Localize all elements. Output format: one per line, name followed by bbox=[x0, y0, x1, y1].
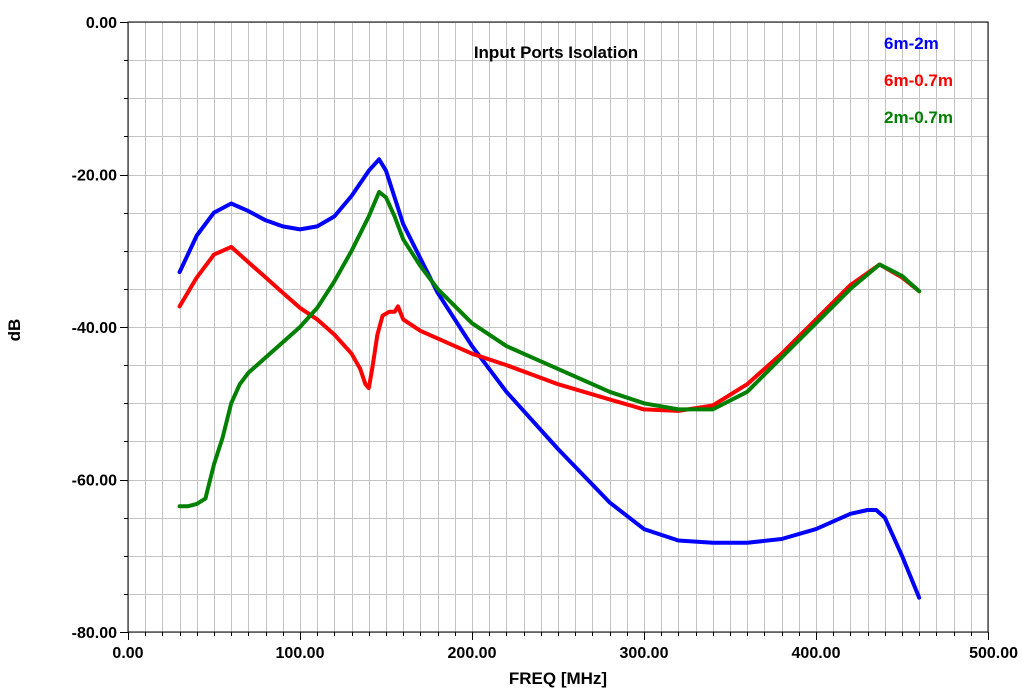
y-tick-label: -20.00 bbox=[72, 168, 117, 185]
x-tick-labels: 0.00 100.00 200.00 300.00 400.00 500.00 bbox=[112, 645, 1018, 662]
legend-item-6m-0-7m: 6m-0.7m bbox=[884, 71, 953, 90]
x-tick-label: 300.00 bbox=[620, 645, 669, 662]
series-line-2m-0-7m bbox=[177, 190, 922, 509]
y-tick-label: 0.00 bbox=[86, 15, 117, 32]
y-axis-title: dB bbox=[5, 319, 24, 342]
plot-frame bbox=[127, 21, 989, 633]
x-tick-label: 400.00 bbox=[792, 645, 841, 662]
y-tick-labels: 0.00 -20.00 -40.00 -60.00 -80.00 bbox=[72, 15, 117, 642]
grid bbox=[128, 22, 989, 633]
legend: 6m-2m 6m-0.7m 2m-0.7m bbox=[884, 34, 953, 127]
y-tick-label: -60.00 bbox=[72, 473, 117, 490]
legend-item-2m-0-7m: 2m-0.7m bbox=[884, 108, 953, 127]
x-tick-label: 0.00 bbox=[112, 645, 143, 662]
axis-ticks bbox=[120, 22, 989, 640]
y-tick-label: -80.00 bbox=[72, 625, 117, 642]
chart-title: Input Ports Isolation bbox=[474, 43, 638, 62]
series-line-6m-0-7m bbox=[177, 244, 922, 413]
series-lines bbox=[177, 157, 922, 600]
legend-item-6m-2m: 6m-2m bbox=[884, 34, 939, 53]
x-tick-label: 200.00 bbox=[448, 645, 497, 662]
x-axis-title: FREQ [MHz] bbox=[509, 669, 607, 688]
x-tick-label: 100.00 bbox=[276, 645, 325, 662]
x-tick-label: 500.00 bbox=[969, 645, 1018, 662]
y-tick-label: -40.00 bbox=[72, 320, 117, 337]
